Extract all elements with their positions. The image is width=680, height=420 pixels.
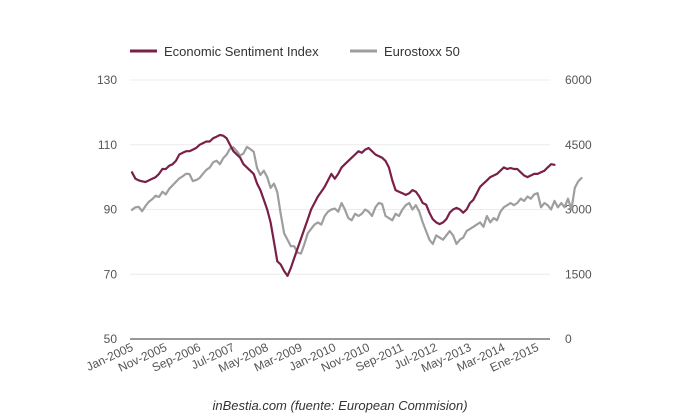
legend: Economic Sentiment Index Eurostoxx 50: [130, 44, 460, 59]
series-line-economic-sentiment-index: [130, 133, 556, 277]
right-tick-label: 6000: [565, 73, 592, 87]
legend-label-eurostoxx: Eurostoxx 50: [384, 44, 460, 59]
right-tick-label: 1500: [565, 267, 592, 281]
legend-label-esi: Economic Sentiment Index: [164, 44, 319, 59]
series-lines: [130, 133, 583, 277]
source-note: inBestia.com (fuente: European Commision…: [212, 398, 467, 413]
left-tick-label: 130: [97, 73, 117, 87]
right-tick-label: 0: [565, 332, 572, 346]
left-axis: 130 110 90 70 50: [97, 73, 117, 346]
left-tick-label: 70: [104, 267, 118, 281]
x-axis: Jan-2005Nov-2005Sep-2006Jul-2007May-2008…: [84, 340, 541, 375]
left-tick-label: 110: [98, 138, 117, 152]
legend-item-esi[interactable]: Economic Sentiment Index: [130, 44, 319, 59]
right-tick-label: 4500: [565, 138, 592, 152]
left-tick-label: 90: [104, 203, 118, 217]
left-tick-label: 50: [104, 332, 118, 346]
series-line-eurostoxx-50: [130, 145, 583, 255]
legend-item-eurostoxx[interactable]: Eurostoxx 50: [350, 44, 460, 59]
